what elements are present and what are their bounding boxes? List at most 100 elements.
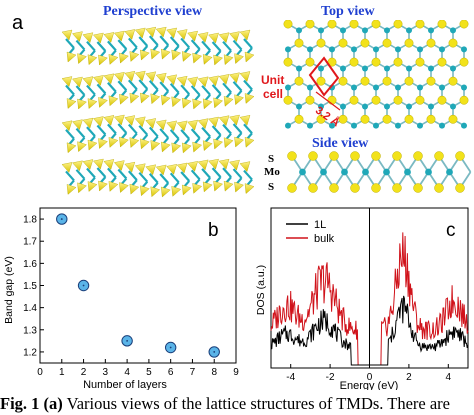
sulfur-atom <box>382 38 392 48</box>
sulfur-atom <box>294 38 304 48</box>
sulfur-atom <box>415 20 425 29</box>
band-gap-point-center <box>126 339 129 342</box>
top-view-illustration: Unit cell 3.2 Å <box>261 20 469 129</box>
molybdenum-atom <box>395 84 401 91</box>
side-sulfur-atom <box>308 151 318 161</box>
panel-b-xtick-label: 0 <box>37 367 43 378</box>
sulfur-atom <box>349 20 359 29</box>
sulfur-atom <box>448 38 458 48</box>
panel-b-ytick-label: 1.3 <box>23 325 37 336</box>
molybdenum-atom <box>285 46 291 53</box>
sulfur-atom <box>382 114 392 124</box>
band-gap-point-center <box>169 346 172 349</box>
side-molybdenum-atom <box>341 168 348 176</box>
panel-b-ytick-label: 1.5 <box>23 281 37 292</box>
molybdenum-atom <box>439 84 445 91</box>
panel-b-xtick-label: 7 <box>190 367 196 378</box>
sulfur-atom <box>360 76 370 86</box>
perspective-view-title: Perspective view <box>103 4 203 19</box>
panel-b-ytick-label: 1.7 <box>23 237 37 248</box>
side-molybdenum-atom <box>320 168 327 176</box>
sulfur-atom <box>404 76 414 86</box>
sulfur-atom <box>448 114 458 124</box>
caption-label: Fig. 1 <box>0 394 40 413</box>
side-label-s-top: S <box>268 153 275 165</box>
lattice-arrow <box>315 91 341 111</box>
molybdenum-atom <box>351 122 357 129</box>
molybdenum-atom <box>406 27 412 34</box>
band-gap-point-center <box>213 351 216 353</box>
panel-b-xtick-label: 3 <box>103 367 109 378</box>
panel-b-ytick-label: 1.4 <box>23 303 37 314</box>
sulfur-atom <box>404 114 414 124</box>
molybdenum-atom <box>296 103 302 110</box>
sulfur-atom <box>294 114 304 124</box>
panel-a-letter: a <box>12 12 24 34</box>
molybdenum-atom <box>296 27 302 34</box>
molybdenum-atom <box>329 46 335 53</box>
panel-b-xtick-label: 6 <box>168 367 174 378</box>
side-sulfur-atom <box>371 151 381 161</box>
legend-1l-label: 1L <box>314 219 326 231</box>
sulfur-atom <box>415 57 425 67</box>
side-sulfur-atom <box>308 183 318 193</box>
side-label-mo: Mo <box>264 166 280 178</box>
molybdenum-atom <box>439 122 445 129</box>
molybdenum-atom <box>318 103 324 110</box>
panel-b-xlabel: Number of layers <box>83 379 167 390</box>
molybdenum-atom <box>285 122 291 129</box>
sulfur-atom <box>437 57 447 67</box>
molybdenum-atom <box>362 65 368 72</box>
sulfur-atom <box>371 20 381 29</box>
molybdenum-atom <box>318 27 324 34</box>
side-sulfur-atom <box>392 151 402 161</box>
sulfur-atom <box>327 95 337 105</box>
side-molybdenum-atom <box>404 168 411 176</box>
sulfur-atom <box>338 38 348 48</box>
side-sulfur-atom <box>371 183 381 193</box>
molybdenum-atom <box>351 46 357 53</box>
sulfur-atom <box>437 20 447 29</box>
panel-b-plot-frame <box>39 207 237 364</box>
panel-c-xlabel: Energy (eV) <box>340 380 399 390</box>
molybdenum-atom <box>384 103 390 110</box>
panel-b-xtick-label: 5 <box>146 367 152 378</box>
side-molybdenum-atom <box>425 168 432 176</box>
sulfur-atom <box>316 38 326 48</box>
molybdenum-atom <box>340 103 346 110</box>
sulfur-atom <box>283 57 293 67</box>
molybdenum-atom <box>461 84 467 91</box>
molybdenum-atom <box>450 65 456 72</box>
panel-c-ylabel: DOS (a.u.) <box>255 265 267 315</box>
side-sulfur-atom <box>287 183 297 193</box>
sulfur-atom <box>305 20 315 29</box>
panel-c-xtick-label: 0 <box>367 372 373 383</box>
sulfur-atom <box>283 20 293 29</box>
molybdenum-atom <box>362 103 368 110</box>
molybdenum-atom <box>461 46 467 53</box>
sulfur-atom <box>294 76 304 86</box>
molybdenum-atom <box>395 46 401 53</box>
molybdenum-atom <box>351 84 357 91</box>
side-molybdenum-atom <box>446 168 453 176</box>
caption-text: Various views of the lattice structures … <box>62 394 450 413</box>
unit-cell-label-1: Unit <box>261 73 284 87</box>
molybdenum-atom <box>428 27 434 34</box>
panel-b-letter: b <box>208 220 219 241</box>
caption-sublabel: (a) <box>43 394 63 413</box>
molybdenum-atom <box>450 103 456 110</box>
panel-c-xtick-label: 2 <box>406 372 412 383</box>
sulfur-atom <box>371 95 381 105</box>
legend-bulk-label: bulk <box>314 233 335 245</box>
sulfur-atom <box>393 95 403 105</box>
panel-b-chart: 0 1 2 3 4 5 6 7 8 9 1.2 1.3 1.4 1.5 1.6 1.7 1.8 Band gap… <box>3 207 239 390</box>
sulfur-atom <box>338 114 348 124</box>
side-sulfur-atom <box>455 183 465 193</box>
molybdenum-atom <box>340 65 346 72</box>
panel-b-ylabel: Band gap (eV) <box>3 256 15 324</box>
molybdenum-atom <box>406 65 412 72</box>
side-sulfur-atom <box>287 151 297 161</box>
side-sulfur-atom <box>329 183 339 193</box>
side-sulfur-atom <box>455 151 465 161</box>
molybdenum-atom <box>329 122 335 129</box>
